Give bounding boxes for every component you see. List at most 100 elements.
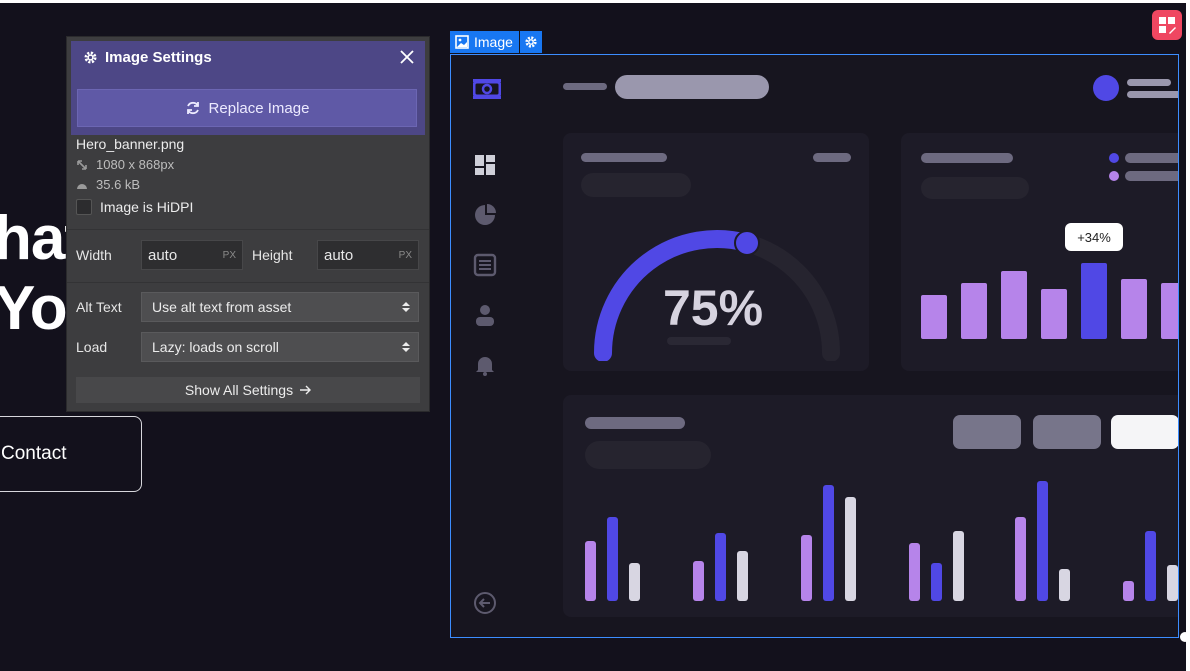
alt-text-label: Alt Text (76, 299, 122, 315)
bar-highlight (1081, 263, 1107, 339)
width-unit: PX (222, 249, 236, 261)
select-arrows-icon (402, 302, 410, 312)
bar (693, 561, 704, 601)
legend-label-placeholder (1125, 171, 1178, 181)
user-role-placeholder (1127, 91, 1178, 98)
hero-image[interactable]: 75% +34% (450, 54, 1179, 638)
resize-icon (77, 159, 87, 170)
bar (607, 517, 618, 601)
avatar (1093, 75, 1119, 101)
alt-text-value: Use alt text from asset (152, 299, 292, 315)
contact-button[interactable]: Contact (0, 416, 142, 492)
bar (961, 283, 987, 339)
width-label: Width (76, 247, 112, 263)
height-input[interactable]: auto PX (317, 240, 419, 270)
refresh-icon (186, 101, 199, 115)
image-dimensions-row: 1080 x 868px (76, 157, 174, 172)
user-name-placeholder (1127, 79, 1171, 86)
card-subtitle-placeholder (921, 177, 1029, 199)
bar (953, 531, 964, 601)
divider (67, 229, 429, 230)
file-size: 35.6 kB (96, 177, 141, 192)
height-value: auto (324, 246, 354, 264)
close-button[interactable] (397, 47, 417, 67)
arrow-right-icon (300, 385, 312, 395)
replace-image-label: Replace Image (208, 99, 310, 117)
bar (1123, 581, 1134, 601)
close-icon (400, 50, 414, 64)
legend-dot (1109, 153, 1119, 163)
replace-image-button[interactable]: Replace Image (77, 89, 417, 127)
bar (715, 533, 726, 601)
bar (823, 485, 834, 601)
bar (1037, 481, 1048, 601)
gauge-icon (77, 183, 87, 189)
bar (1161, 283, 1178, 339)
bar (801, 535, 812, 601)
show-all-settings-label: Show All Settings (184, 382, 294, 398)
list-icon (473, 253, 497, 277)
pie-chart-icon (475, 204, 496, 225)
resize-handle[interactable] (1180, 632, 1190, 642)
bar (845, 497, 856, 601)
bar (921, 295, 947, 339)
user-icon (476, 305, 494, 326)
hidpi-checkbox[interactable] (76, 199, 92, 215)
width-input[interactable]: auto PX (141, 240, 243, 270)
gauge-arc (594, 230, 840, 361)
logout-icon (474, 592, 496, 614)
bar-card (901, 133, 1178, 371)
height-label: Height (252, 247, 293, 263)
bar (1001, 271, 1027, 339)
bar (1167, 565, 1178, 601)
bar-badge: +34% (1065, 223, 1123, 251)
gear-icon (525, 36, 537, 48)
filter-placeholder (1033, 415, 1101, 449)
width-value: auto (148, 246, 178, 264)
gauge-caption-placeholder (667, 337, 731, 345)
height-unit: PX (398, 249, 412, 261)
file-name: Hero_banner.png (76, 136, 185, 152)
selected-element-label[interactable]: Image (450, 31, 519, 53)
card-subtitle-placeholder (581, 173, 691, 197)
top-canvas-edge (0, 0, 1190, 3)
bar (737, 551, 748, 601)
divider (67, 282, 429, 283)
panel-title-text: Image Settings (105, 49, 212, 66)
image-icon (455, 35, 469, 49)
load-select[interactable]: Lazy: loads on scroll (141, 332, 419, 362)
bar (1145, 531, 1156, 601)
bar (1059, 569, 1070, 601)
panel-title: Image Settings (83, 49, 212, 66)
element-settings-gear[interactable] (519, 31, 542, 53)
search-placeholder (615, 75, 769, 99)
alt-text-select[interactable]: Use alt text from asset (141, 292, 419, 322)
right-canvas-edge (1186, 0, 1190, 671)
card-subtitle-placeholder (585, 441, 711, 469)
load-label: Load (76, 339, 108, 355)
select-arrows-icon (402, 342, 410, 352)
hidpi-row[interactable]: Image is HiDPI (76, 199, 193, 215)
bar (1041, 289, 1067, 339)
bar (1015, 517, 1026, 601)
bar (629, 563, 640, 601)
image-settings-panel: Image Settings Replace Image Hero_banner… (66, 36, 430, 412)
card-menu-placeholder (813, 153, 851, 162)
bar (1121, 279, 1147, 339)
show-all-settings-button[interactable]: Show All Settings (76, 377, 420, 403)
load-value: Lazy: loads on scroll (152, 339, 279, 355)
file-size-row: 35.6 kB (76, 177, 140, 192)
gear-icon (84, 51, 97, 64)
selected-element-tag[interactable]: Image (450, 31, 542, 53)
filter-placeholder-active (1111, 415, 1178, 449)
app-badge-icon[interactable] (1152, 10, 1182, 40)
bar (585, 541, 596, 601)
card-title-placeholder (581, 153, 667, 162)
gauge-value: 75% (663, 280, 764, 336)
bottom-chart-card (563, 395, 1178, 617)
dashboard-icon (475, 155, 495, 175)
image-dimensions: 1080 x 868px (96, 157, 175, 172)
bar (909, 543, 920, 601)
bar (931, 563, 942, 601)
card-title-placeholder (585, 417, 685, 429)
